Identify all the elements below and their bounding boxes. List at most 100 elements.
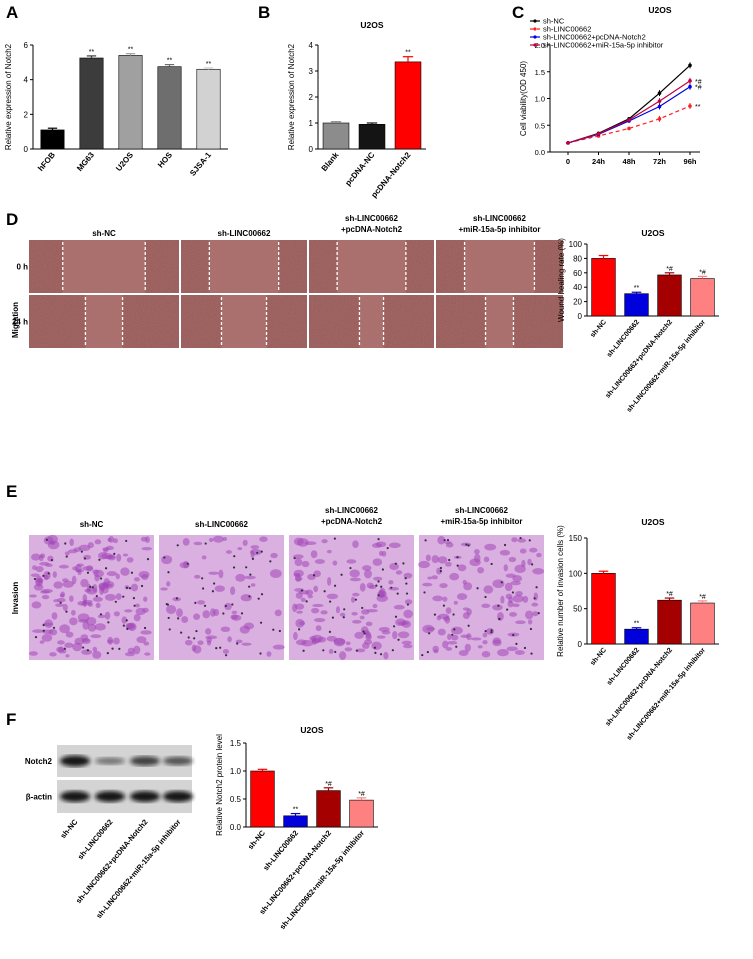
membrane-pore — [533, 597, 536, 600]
invasion-cell — [431, 575, 438, 580]
invasion-cell — [359, 615, 365, 620]
membrane-pore — [421, 653, 424, 657]
invasion-column-label: sh-LINC00662 — [325, 506, 378, 515]
invasion-cell — [144, 652, 151, 656]
invasion-cell — [160, 587, 168, 591]
invasion-cell — [483, 556, 490, 563]
membrane-pore — [219, 646, 222, 649]
invasion-cell — [457, 564, 467, 572]
invasion-cell — [355, 648, 366, 653]
membrane-pore — [83, 557, 87, 560]
invasion-cell — [352, 619, 362, 624]
panels.E-ytick-label: 50 — [573, 605, 582, 614]
panel-letter-D: D — [6, 210, 18, 229]
membrane-pore — [390, 586, 393, 589]
invasion-cell — [372, 558, 383, 566]
invasion-cell — [53, 581, 63, 589]
invasion-cell — [106, 571, 118, 577]
invasion-cell — [83, 599, 93, 604]
invasion-cell — [97, 614, 106, 619]
membrane-pore — [439, 566, 443, 570]
wound-gap — [464, 240, 535, 293]
invasion-cells — [28, 534, 153, 659]
blot-band — [163, 791, 193, 802]
wound-row-label: 24 h — [12, 318, 28, 327]
membrane-pore — [201, 587, 205, 590]
invasion-cell — [371, 542, 382, 548]
invasion-cell — [298, 590, 310, 595]
invasion-cell — [315, 625, 322, 632]
panels.A-bar — [196, 68, 221, 150]
blot-lane-label: sh-NC — [58, 817, 79, 840]
invasion-cell — [240, 594, 252, 602]
invasion-cell — [510, 580, 521, 586]
invasion-cell — [197, 600, 206, 605]
membrane-pore — [98, 558, 101, 561]
membrane-pore — [342, 616, 345, 619]
panels.A-bar — [157, 66, 182, 150]
invasion-cell — [460, 634, 470, 639]
invasion-cell — [29, 594, 37, 598]
membrane-pore — [33, 577, 37, 581]
invasion-cell — [65, 654, 70, 658]
invasion-cell — [444, 541, 452, 545]
panels.C-series-point — [566, 141, 570, 145]
invasion-cell — [497, 611, 504, 621]
panels.E-category-label: sh-LINC00662 — [606, 647, 641, 687]
invasion-cell — [312, 603, 324, 608]
wound-column-label: sh-NC — [92, 229, 116, 238]
invasion-cell — [237, 547, 243, 551]
membrane-pore — [515, 642, 518, 645]
panels.C-legend-marker — [533, 19, 537, 23]
invasion-cell — [527, 558, 532, 566]
invasion-cell — [422, 582, 433, 587]
membrane-pore — [394, 615, 398, 618]
membrane-pore — [233, 555, 236, 558]
wound-healing-grid: sh-NC sh-LINC00662 sh-LINC00662 +pcDNA-Notc… — [11, 214, 563, 348]
panels.C-ytick-label: 1.5 — [535, 68, 545, 77]
invasion-cell — [365, 631, 372, 639]
membrane-pore — [535, 586, 538, 589]
invasion-cell — [481, 603, 491, 609]
invasion-cell — [55, 603, 64, 608]
panels.D-category-label: sh-NC — [589, 319, 608, 339]
panels.B-category-label: pcDNA-NC — [343, 150, 376, 187]
invasion-cell — [349, 569, 360, 578]
invasion-cell — [321, 539, 328, 544]
panels.C-series-line — [567, 105, 691, 144]
membrane-pore — [167, 571, 170, 574]
invasion-cell — [115, 573, 120, 580]
invasion-cell — [483, 585, 494, 594]
membrane-pore — [312, 574, 316, 577]
membrane-pore — [59, 601, 62, 604]
panels.B-category-label: Blank — [320, 150, 341, 173]
membrane-pore — [204, 542, 207, 545]
invasion-cell — [470, 637, 482, 641]
panels.C-series-line — [567, 86, 691, 144]
membrane-pore — [490, 631, 493, 634]
invasion-cells — [418, 536, 545, 658]
invasion-cell — [313, 585, 319, 593]
membrane-pore — [42, 574, 45, 577]
invasion-cell — [57, 597, 66, 603]
panels.C-legend-marker — [533, 43, 537, 47]
membrane-pore — [323, 590, 326, 593]
invasion-cell — [427, 576, 432, 580]
membrane-pore — [52, 626, 56, 629]
panels.B-ytick-label: 4 — [309, 41, 314, 50]
invasion-cell — [403, 609, 413, 619]
invasion-cell — [43, 571, 51, 580]
membrane-pore — [302, 649, 305, 652]
invasion-cell — [138, 571, 150, 579]
invasion-cell — [431, 555, 439, 564]
membrane-pore — [402, 562, 405, 565]
invasion-cell — [447, 640, 458, 645]
panels.B-bar — [322, 122, 350, 150]
invasion-cell — [52, 571, 57, 578]
invasion-cell — [249, 548, 262, 556]
invasion-cell — [362, 565, 372, 571]
panels.F-title: U2OS — [300, 725, 323, 735]
invasion-cell — [492, 604, 503, 611]
invasion-cell — [71, 575, 77, 585]
